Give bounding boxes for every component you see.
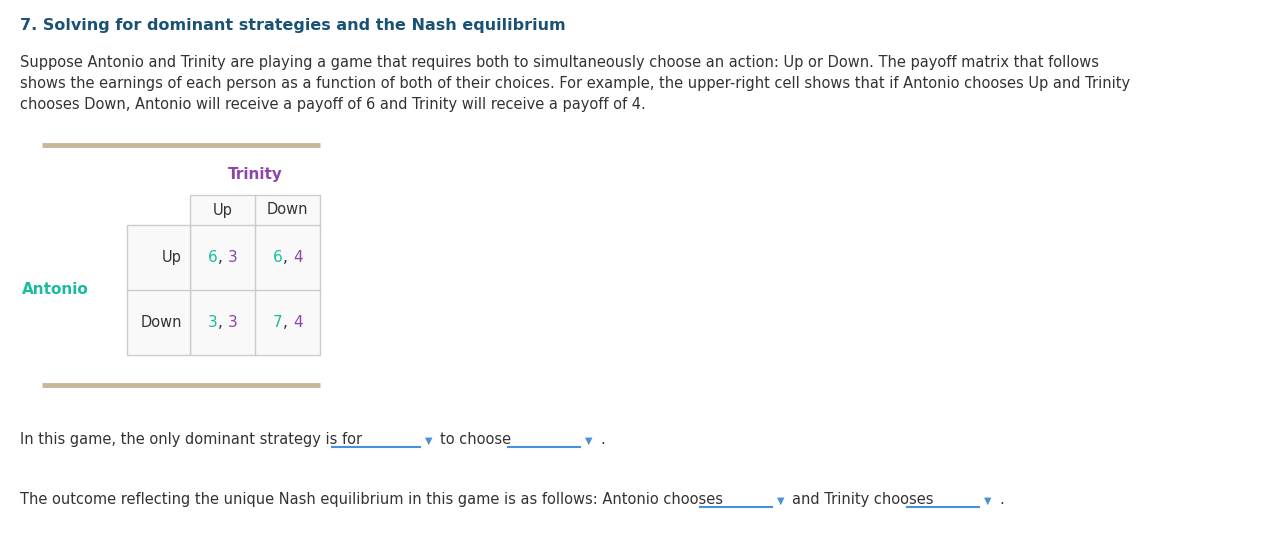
Text: Trinity: Trinity bbox=[228, 167, 283, 182]
Text: Up: Up bbox=[162, 250, 183, 265]
Text: Down: Down bbox=[140, 315, 183, 330]
Text: ,: , bbox=[283, 315, 292, 330]
Text: 6: 6 bbox=[273, 250, 282, 265]
Text: 3: 3 bbox=[228, 315, 238, 330]
Text: 3: 3 bbox=[228, 250, 238, 265]
Text: ,: , bbox=[283, 250, 292, 265]
Bar bbox=[127, 225, 190, 355]
Text: ,: , bbox=[217, 250, 228, 265]
Text: In this game, the only dominant strategy is for: In this game, the only dominant strategy… bbox=[21, 432, 363, 447]
Text: .: . bbox=[601, 432, 604, 447]
Text: to choose: to choose bbox=[440, 432, 511, 447]
Text: Antonio: Antonio bbox=[22, 282, 89, 297]
Text: 7. Solving for dominant strategies and the Nash equilibrium: 7. Solving for dominant strategies and t… bbox=[21, 18, 566, 33]
Text: and Trinity chooses: and Trinity chooses bbox=[792, 492, 934, 507]
Text: chooses Down, Antonio will receive a payoff of 6 and Trinity will receive a payo: chooses Down, Antonio will receive a pay… bbox=[21, 97, 646, 112]
Text: shows the earnings of each person as a function of both of their choices. For ex: shows the earnings of each person as a f… bbox=[21, 76, 1130, 91]
Text: 4: 4 bbox=[293, 315, 302, 330]
Text: .: . bbox=[999, 492, 1004, 507]
Text: 6: 6 bbox=[207, 250, 217, 265]
Text: 4: 4 bbox=[293, 250, 302, 265]
Bar bbox=[190, 195, 320, 355]
Text: Down: Down bbox=[266, 203, 309, 218]
Text: ▼: ▼ bbox=[777, 496, 784, 506]
Text: 7: 7 bbox=[273, 315, 282, 330]
Text: ▼: ▼ bbox=[585, 436, 593, 446]
Text: The outcome reflecting the unique Nash equilibrium in this game is as follows: A: The outcome reflecting the unique Nash e… bbox=[21, 492, 723, 507]
Text: ▼: ▼ bbox=[984, 496, 992, 506]
Text: Up: Up bbox=[212, 203, 233, 218]
Text: ▼: ▼ bbox=[424, 436, 432, 446]
Text: 3: 3 bbox=[207, 315, 217, 330]
Text: Suppose Antonio and Trinity are playing a game that requires both to simultaneou: Suppose Antonio and Trinity are playing … bbox=[21, 55, 1100, 70]
Text: ,: , bbox=[217, 315, 228, 330]
